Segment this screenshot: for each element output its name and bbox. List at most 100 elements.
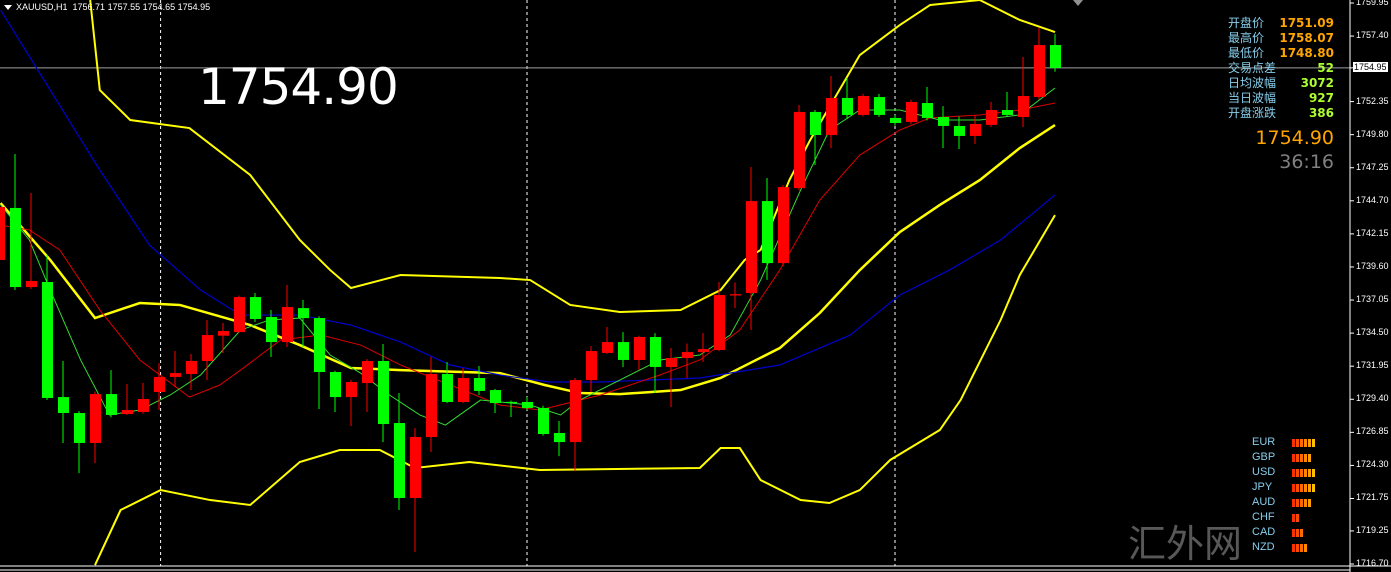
candle <box>506 400 517 418</box>
info-label: 当日波幅 <box>1228 91 1277 105</box>
candle-body <box>426 373 437 438</box>
axis-label: 1752.35 <box>1356 95 1389 106</box>
axis-label: 1734.50 <box>1356 327 1389 338</box>
candle <box>938 106 949 149</box>
candle-body <box>282 307 293 343</box>
candle-body <box>858 96 869 115</box>
info-row: 日均波幅 3072 <box>1228 76 1334 91</box>
candle-body <box>986 110 997 125</box>
candle <box>602 327 613 354</box>
candle-body <box>714 294 725 350</box>
info-label: 开盘价 <box>1228 16 1265 30</box>
candle-body <box>954 125 965 136</box>
axis-label: 1737.05 <box>1356 294 1389 305</box>
bb-upper-line <box>89 0 1056 313</box>
candle-body <box>394 423 405 498</box>
candle <box>266 310 277 357</box>
candle-body <box>938 117 949 126</box>
ma-mid-line <box>0 102 1056 411</box>
candle-body <box>890 117 901 123</box>
currency-label: GBP <box>1252 451 1276 463</box>
candle <box>1018 56 1029 128</box>
candle-body <box>730 294 741 296</box>
info-row: 开盘价 1751.09 <box>1228 16 1334 31</box>
candle-body <box>106 394 117 415</box>
axis-label: 1721.75 <box>1356 492 1389 503</box>
candle <box>42 255 53 401</box>
candle <box>0 207 5 260</box>
axis-label: 1726.85 <box>1356 426 1389 437</box>
candle <box>778 185 789 267</box>
candle <box>138 382 149 414</box>
candle-body <box>42 282 53 398</box>
info-value: 1748.80 <box>1279 46 1334 60</box>
candle <box>474 366 485 395</box>
candle <box>186 353 197 391</box>
candle-body <box>618 342 629 360</box>
bb-lower-line <box>94 214 1056 566</box>
candle <box>10 153 21 291</box>
info-label: 日均波幅 <box>1228 76 1277 90</box>
candle-body <box>602 342 613 353</box>
axis-label: 1719.25 <box>1356 524 1389 535</box>
chart-shift-marker-icon[interactable] <box>1073 0 1083 6</box>
candle <box>122 383 133 415</box>
strength-bars <box>1292 499 1311 507</box>
currency-label: AUD <box>1252 496 1276 508</box>
caret-down-icon <box>4 5 12 11</box>
candle <box>90 391 101 464</box>
candle <box>874 93 885 118</box>
candle <box>890 115 901 126</box>
candle-body <box>186 361 197 374</box>
candle <box>842 77 853 120</box>
candle-body <box>74 413 85 443</box>
info-value: 3072 <box>1300 76 1334 90</box>
currency-label: CHF <box>1252 511 1275 523</box>
axis-label: 1742.15 <box>1356 227 1389 238</box>
candle-body <box>746 201 757 294</box>
candle-body <box>650 337 661 367</box>
candle-body <box>826 97 837 136</box>
candle <box>666 348 677 408</box>
candle-body <box>682 352 693 359</box>
candle-body <box>26 280 37 288</box>
candle-body <box>1050 45 1061 68</box>
axis-label: 1739.60 <box>1356 260 1389 271</box>
candle <box>698 333 709 363</box>
axis-label: 1724.30 <box>1356 459 1389 470</box>
chart-title: XAUUSD,H1 1756.71 1757.55 1754.65 1754.9… <box>4 2 210 12</box>
candle <box>330 370 341 412</box>
candle <box>618 332 629 367</box>
candle-body <box>1034 45 1045 98</box>
candle <box>282 284 293 347</box>
candle-body <box>378 361 389 425</box>
candle <box>554 421 565 457</box>
candle-body <box>586 351 597 381</box>
candle-body <box>90 394 101 443</box>
candle <box>378 344 389 443</box>
candle <box>26 193 37 290</box>
candle <box>490 388 501 414</box>
axis-label: 1754.95 <box>1353 61 1388 72</box>
symbol-label: XAUUSD,H1 <box>16 2 68 12</box>
candle <box>314 316 325 409</box>
strength-bars <box>1292 454 1311 462</box>
candle <box>58 361 69 443</box>
candle-body <box>250 297 261 319</box>
strength-bars <box>1292 514 1299 522</box>
strength-bars <box>1292 544 1307 552</box>
candle <box>826 76 837 149</box>
info-row: 当日波幅 927 <box>1228 91 1334 106</box>
candle <box>906 99 917 125</box>
watermark: 汇外网 <box>1128 522 1243 566</box>
axis-label: 1757.40 <box>1356 30 1389 41</box>
candle <box>202 320 213 381</box>
strength-bars <box>1292 439 1315 447</box>
info-value: 52 <box>1317 61 1334 75</box>
axis-label: 1747.25 <box>1356 161 1389 172</box>
candle <box>346 379 357 426</box>
axis-label: 1759.95 <box>1356 0 1389 7</box>
candle <box>634 335 645 371</box>
info-value: 1751.09 <box>1279 16 1334 30</box>
